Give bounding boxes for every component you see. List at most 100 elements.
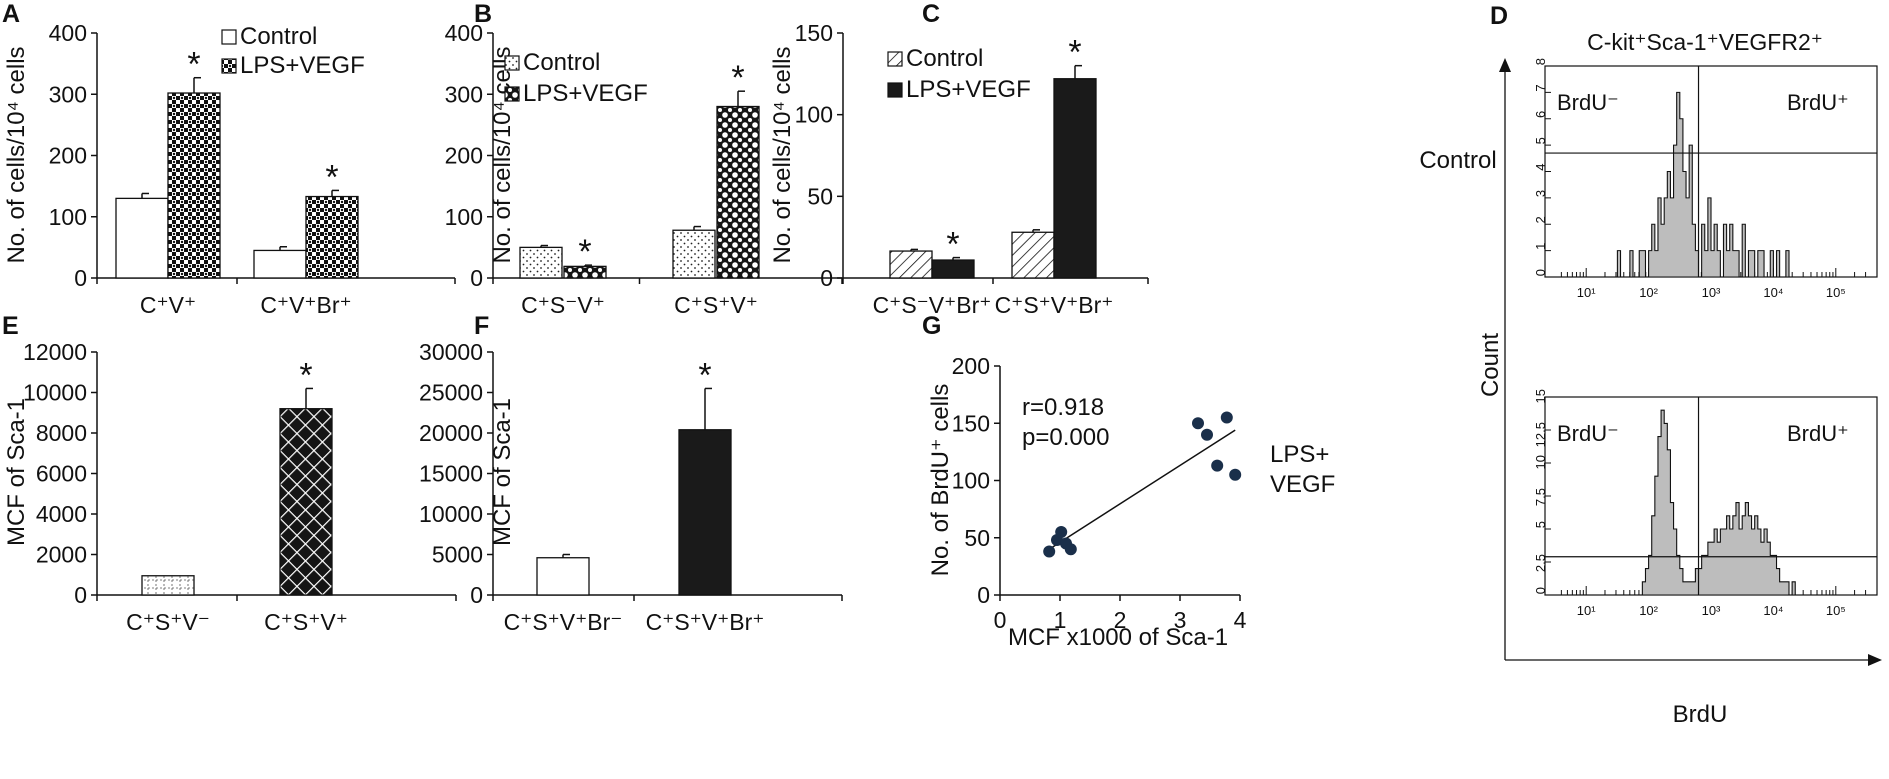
y-axis-label: No. of cells/10⁴ cells (489, 46, 516, 263)
y-tick-label: 100 (49, 204, 87, 230)
y-tick-label: 8000 (36, 420, 87, 446)
bar-e-0-1 (279, 408, 333, 596)
y-axis-label: No. of BrdU⁺ cells (927, 384, 954, 577)
panel-e-bar-chart: 0 2000 4000 6000 8000 10000 12000 C⁺S⁺V⁻ C⁺S⁺V⁺ M… (3, 339, 457, 635)
x-tick-label: C⁺V⁺ (140, 292, 196, 318)
hist-x-tick-label: 10¹ (1577, 603, 1596, 618)
panel-a-bar-chart: 0 100 200 300 400 C⁺V⁺ C⁺V⁺Br⁺ No. of cells/10⁴… (3, 20, 456, 318)
bar-b-0-1 (672, 229, 716, 279)
gate-label-negative: BrdU⁻ (1557, 421, 1619, 446)
y-tick-label: 0 (470, 265, 483, 291)
y-tick-label: 50 (964, 525, 990, 551)
scatter-point (1229, 468, 1242, 481)
y-tick-label: 100 (952, 468, 990, 494)
bar-f-0-0 (536, 557, 590, 596)
x-tick-label: C⁺S⁺V⁺ (264, 609, 348, 635)
bar-c-1-0 (931, 259, 975, 279)
bar-c-0-1 (1011, 231, 1055, 279)
bar-f-0-1 (678, 429, 732, 596)
hist-x-tick-label: 10⁵ (1826, 603, 1846, 618)
panel-b-bar-chart: 0 100 200 300 400 C⁺S⁻V⁺ C⁺S⁺V⁺ No. of cells/10… (445, 20, 843, 318)
panel-f-bar-chart: 0 5000 10000 15000 20000 25000 30000 C⁺S⁺V⁺Br⁻ C… (419, 339, 843, 635)
stat-annotation: r=0.918 (1022, 394, 1104, 421)
gate-label-positive: BrdU⁺ (1787, 90, 1849, 115)
significance-asterisk: * (698, 356, 711, 394)
y-tick-label: 50 (807, 183, 833, 209)
y-tick-label: 200 (49, 143, 87, 169)
panel-label-g: G (922, 312, 941, 340)
y-tick-label: 300 (445, 81, 483, 107)
y-tick-label: 100 (795, 102, 833, 128)
y-tick-label: 300 (49, 81, 87, 107)
significance-asterisk: * (1068, 34, 1081, 72)
y-tick-label: 10000 (23, 380, 87, 406)
flow-y-label: Count (1477, 333, 1504, 397)
panel-d-flow-histograms: C-kit⁺Sca-1⁺VEGFR2⁺ BrdU Count 0 1 2 3 4 5 6 7 8 10¹… (1419, 29, 1882, 728)
legend-swatch (221, 58, 237, 74)
y-tick-label: 30000 (419, 339, 483, 365)
x-tick-label: 2 (1114, 607, 1127, 633)
y-tick-label: 5000 (432, 542, 483, 568)
x-tick-label: 4 (1234, 607, 1247, 633)
y-tick-label: 12000 (23, 339, 87, 365)
x-tick-label: 3 (1174, 607, 1187, 633)
hist-y-tick-label: 1 (1533, 243, 1548, 250)
hist-y-tick-label: 4 (1533, 164, 1548, 171)
hist-y-tick-label: 2 (1533, 216, 1548, 223)
bar-a-1-1 (305, 195, 359, 279)
y-tick-label: 100 (445, 204, 483, 230)
hist-x-tick-label: 10⁵ (1826, 285, 1846, 300)
y-tick-label: 15000 (419, 461, 483, 487)
legend-swatch (887, 82, 903, 98)
bar-a-0-0 (115, 197, 169, 279)
x-tick-label: 1 (1054, 607, 1067, 633)
legend-label: LPS+VEGF (240, 52, 365, 79)
hist-y-tick-label: 7.5 (1533, 488, 1548, 506)
bar-b-0-0 (519, 246, 563, 279)
gate-label-negative: BrdU⁻ (1557, 90, 1619, 115)
scatter-point (1064, 543, 1077, 556)
significance-asterisk: * (187, 46, 200, 84)
y-tick-label: 150 (795, 20, 833, 46)
count-axis-arrow (1499, 58, 1511, 72)
hist-y-tick-label: 5 (1533, 521, 1548, 528)
group-label: VEGF (1270, 471, 1335, 498)
x-tick-label: C⁺S⁻V⁺ (521, 292, 605, 318)
significance-asterisk: * (946, 226, 959, 264)
panel-label-e: E (2, 312, 19, 340)
hist-y-tick-label: 15 (1533, 389, 1548, 403)
y-tick-label: 200 (952, 353, 990, 379)
bar-b-1-0 (563, 265, 607, 279)
x-tick-label: C⁺S⁻V⁺Br⁺ (873, 292, 992, 318)
legend-swatch (887, 51, 903, 67)
hist-y-tick-label: 3 (1533, 190, 1548, 197)
panel-label-f: F (474, 312, 489, 340)
y-tick-label: 0 (820, 265, 833, 291)
x-axis-label: MCF x1000 of Sca-1 (1008, 624, 1228, 651)
x-tick-label: C⁺S⁺V⁺Br⁺ (995, 292, 1114, 318)
hist-y-tick-label: 6 (1533, 111, 1548, 118)
hist-y-tick-label: 0 (1533, 587, 1548, 594)
hist-x-tick-label: 10¹ (1577, 285, 1596, 300)
legend-swatch (504, 86, 520, 102)
hist-x-tick-label: 10⁴ (1763, 603, 1783, 618)
y-tick-label: 0 (74, 582, 87, 608)
flow-x-label: BrdU (1673, 701, 1728, 728)
y-tick-label: 10000 (419, 501, 483, 527)
hist-y-tick-label: 12.5 (1533, 422, 1548, 447)
bar-a-0-1 (253, 249, 307, 279)
y-tick-label: 400 (445, 20, 483, 46)
scatter-point (1211, 459, 1224, 472)
y-tick-label: 6000 (36, 461, 87, 487)
y-tick-label: 200 (445, 143, 483, 169)
hist-y-tick-label: 2.5 (1533, 554, 1548, 572)
scatter-point (1192, 417, 1204, 430)
y-tick-label: 0 (74, 265, 87, 291)
group-label: LPS+ (1270, 441, 1329, 468)
y-tick-label: 400 (49, 20, 87, 46)
hist-x-tick-label: 10³ (1702, 603, 1721, 618)
y-tick-label: 0 (470, 582, 483, 608)
x-tick-label: 0 (994, 607, 1007, 633)
